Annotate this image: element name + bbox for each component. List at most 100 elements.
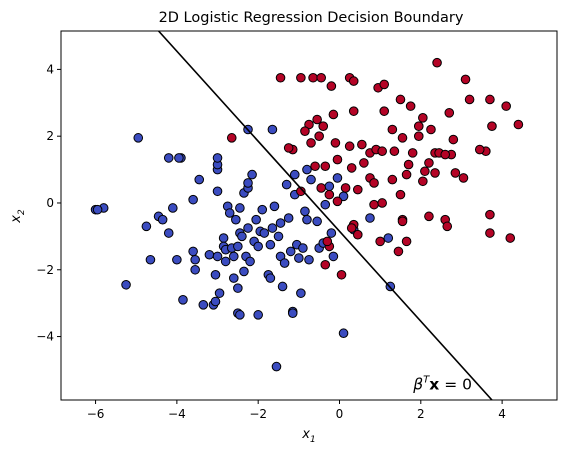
red-class-point: [324, 189, 335, 200]
red-class-point: [397, 216, 408, 227]
red-class-point: [332, 196, 343, 207]
blue-class-point: [233, 283, 243, 293]
red-class-point: [310, 161, 320, 172]
blue-class-point: [243, 223, 253, 233]
blue-class-point: [281, 179, 292, 190]
red-class-point: [450, 168, 461, 178]
red-class-point: [316, 183, 326, 193]
blue-class-point: [326, 228, 337, 238]
red-class-point: [377, 146, 387, 157]
x-tick-label: −6: [87, 407, 105, 421]
red-class-point: [505, 233, 516, 243]
blue-class-point: [304, 254, 314, 265]
red-class-point: [316, 72, 326, 83]
x-tick-label: −4: [168, 407, 186, 421]
blue-class-point: [332, 173, 343, 183]
red-class-point: [401, 169, 412, 180]
red-class-point: [440, 149, 450, 160]
x-tick-label: 0: [336, 407, 344, 421]
blue-class-point: [188, 194, 198, 205]
blue-class-point: [224, 208, 235, 218]
x-tick-label: −2: [249, 407, 267, 421]
red-class-point: [369, 199, 379, 210]
blue-class-point: [212, 186, 223, 197]
blue-class-point: [210, 269, 221, 280]
red-class-point: [513, 119, 524, 130]
blue-class-point: [247, 169, 257, 180]
blue-class-point: [283, 213, 294, 223]
blue-class-point: [338, 328, 349, 339]
red-class-point: [458, 173, 469, 183]
red-class-point: [296, 186, 306, 197]
y-axis-label: x2: [9, 209, 27, 224]
x-axis-label: x1: [301, 427, 315, 445]
red-class-point: [352, 229, 363, 240]
blue-class-point: [294, 253, 304, 263]
blue-class-point: [267, 124, 278, 135]
x-tick-label: 2: [417, 407, 425, 421]
red-class-point: [487, 121, 497, 131]
blue-class-point: [163, 153, 174, 163]
blue-class-point: [174, 153, 184, 163]
blue-class-point: [267, 223, 278, 233]
red-class-point: [403, 159, 414, 170]
blue-class-point: [233, 241, 243, 252]
blue-class-point: [239, 266, 249, 277]
red-class-point: [401, 236, 412, 247]
blue-class-point: [383, 233, 394, 243]
red-class-point: [485, 94, 495, 105]
blue-class-point: [178, 295, 188, 305]
blue-class-point: [289, 169, 300, 180]
red-class-point: [275, 72, 286, 83]
blue-class-point: [271, 361, 282, 372]
red-class-point: [340, 183, 351, 193]
blue-class-point: [212, 251, 223, 262]
red-class-point: [395, 189, 406, 200]
blue-class-point: [265, 239, 276, 250]
red-class-point: [379, 106, 390, 116]
decision-boundary-line: [157, 31, 493, 400]
blue-class-point: [273, 231, 284, 242]
red-class-point: [485, 228, 495, 238]
blue-class-point: [251, 214, 261, 225]
red-class-point: [320, 161, 331, 172]
blue-class-point: [259, 228, 270, 238]
blue-class-point: [257, 204, 268, 215]
red-class-point: [420, 166, 430, 177]
blue-class-point: [172, 254, 182, 265]
blue-class-point: [298, 243, 308, 253]
red-class-point: [424, 211, 434, 222]
blue-class-point: [302, 214, 312, 225]
red-class-point: [424, 158, 434, 168]
x-tick-label: 4: [498, 407, 506, 421]
blue-class-point: [218, 233, 229, 243]
blue-class-point: [265, 273, 276, 283]
blue-class-point: [300, 206, 310, 217]
red-class-point: [346, 163, 357, 173]
red-class-point: [379, 79, 390, 90]
red-class-point: [296, 72, 306, 83]
red-class-point: [336, 269, 347, 280]
red-class-point: [387, 124, 398, 135]
blue-class-point: [320, 199, 331, 210]
red-class-point: [328, 109, 339, 120]
y-tick-label: 2: [46, 129, 54, 143]
blue-class-point: [243, 178, 253, 188]
blue-class-point: [228, 273, 239, 283]
blue-class-point: [214, 288, 225, 298]
blue-class-point: [324, 181, 335, 192]
red-class-point: [464, 94, 475, 105]
red-class-point: [407, 148, 418, 158]
blue-class-point: [253, 241, 263, 252]
red-class-point: [320, 259, 331, 270]
y-tick-label: 0: [46, 196, 54, 210]
red-class-point: [300, 126, 310, 136]
blue-class-point: [285, 246, 296, 257]
blue-class-point: [198, 300, 209, 310]
red-class-point: [501, 101, 511, 111]
red-class-point: [426, 124, 436, 135]
blue-class-point: [279, 258, 290, 268]
red-class-point: [308, 72, 318, 83]
